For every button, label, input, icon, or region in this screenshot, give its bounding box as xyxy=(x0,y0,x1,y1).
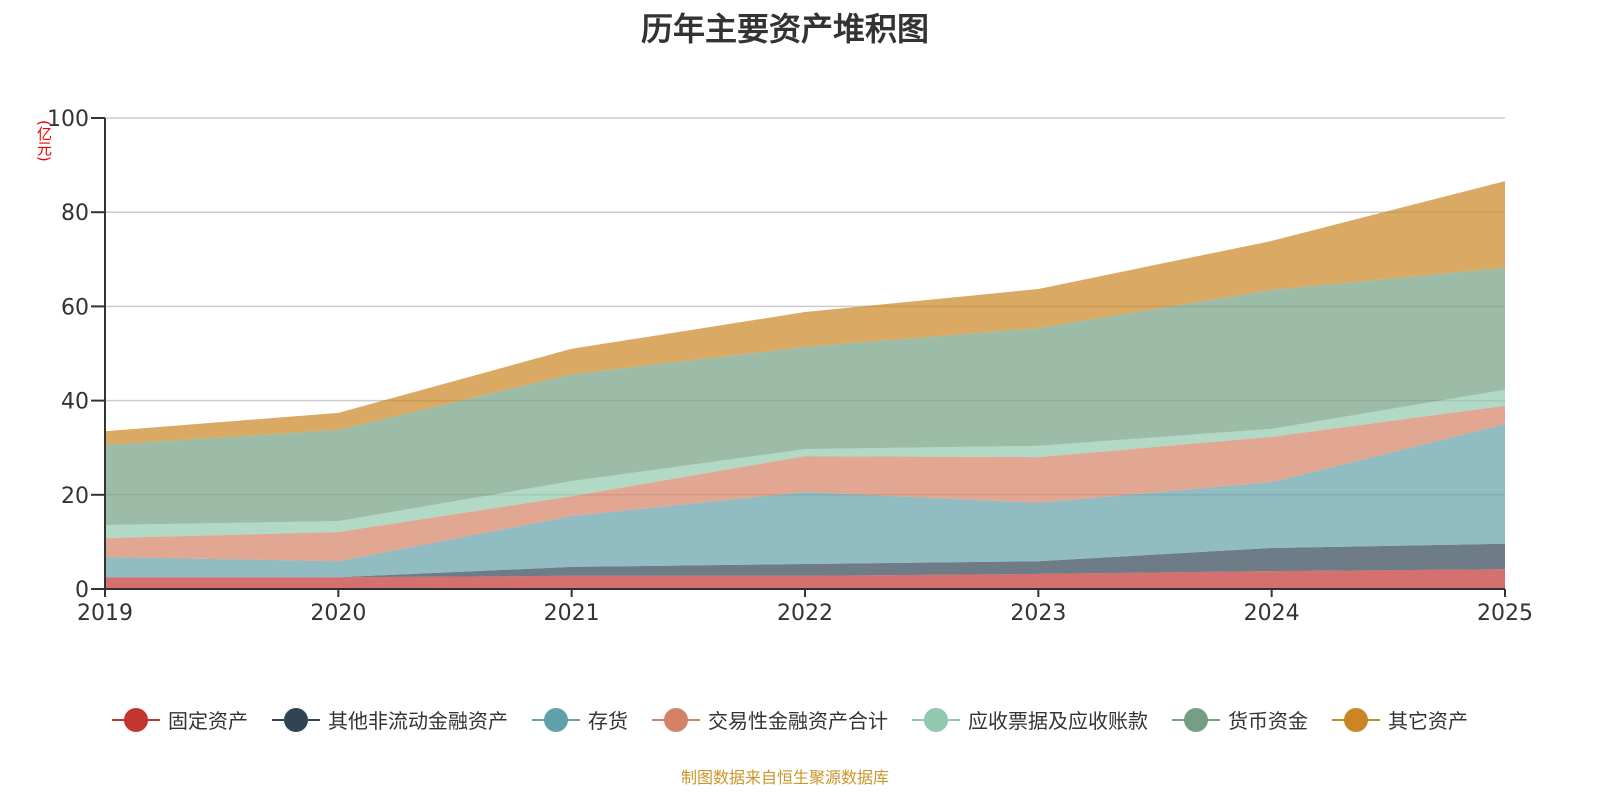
area-应收票据及应收账款 xyxy=(105,389,1505,539)
legend-label: 交易性金融资产合计 xyxy=(708,709,888,733)
legend-item[interactable]: 交易性金融资产合计 xyxy=(652,705,888,734)
legend-marker-icon xyxy=(1332,707,1380,732)
legend-label: 其它资产 xyxy=(1388,709,1468,733)
legend-marker-icon xyxy=(652,707,700,732)
legend: 固定资产 其他非流动金融资产 存货 交易性金融资产合计 应收票据及应收账款 货币资金 其它资… xyxy=(0,705,1580,734)
area-其它资产 xyxy=(105,181,1505,445)
legend-marker-icon xyxy=(912,707,960,732)
area-交易性金融资产合计 xyxy=(105,405,1505,562)
legend-label: 存货 xyxy=(588,709,628,733)
x-tick-label: 2021 xyxy=(544,601,600,626)
source-note: 制图数据来自恒生聚源数据库 xyxy=(680,768,889,787)
legend-item[interactable]: 货币资金 xyxy=(1172,705,1308,734)
legend-marker-icon xyxy=(112,707,160,732)
x-tick-label: 2025 xyxy=(1477,601,1533,626)
legend-item[interactable]: 应收票据及应收账款 xyxy=(912,705,1148,734)
legend-item[interactable]: 固定资产 xyxy=(112,705,248,734)
area-货币资金 xyxy=(105,267,1505,525)
y-tick-label: 80 xyxy=(61,201,89,226)
x-tick-label: 2023 xyxy=(1010,601,1066,626)
area-固定资产 xyxy=(105,569,1505,589)
legend-marker-icon xyxy=(1172,707,1220,732)
area-存货 xyxy=(105,424,1505,578)
y-tick-label: 0 xyxy=(75,578,89,603)
legend-label: 固定资产 xyxy=(168,709,248,733)
x-tick-label: 2022 xyxy=(777,601,833,626)
legend-label: 其他非流动金融资产 xyxy=(328,709,508,733)
stacked-area-chart: 0 20 40 60 80 100 2019 2020 2021 2022 2023 2024 2025 xyxy=(47,107,1533,626)
y-tick-label: 40 xyxy=(61,390,89,415)
x-tick-label: 2024 xyxy=(1244,601,1300,626)
legend-label: 应收票据及应收账款 xyxy=(968,709,1148,733)
legend-item[interactable]: 存货 xyxy=(532,705,628,734)
y-tick-label: 100 xyxy=(47,107,89,132)
legend-marker-icon xyxy=(532,707,580,732)
y-axis-unit: (亿元) xyxy=(35,120,53,162)
x-tick-label: 2020 xyxy=(310,601,366,626)
legend-label: 货币资金 xyxy=(1228,709,1308,733)
x-tick-label: 2019 xyxy=(77,601,133,626)
y-tick-label: 60 xyxy=(61,295,89,320)
legend-item[interactable]: 其他非流动金融资产 xyxy=(272,705,508,734)
chart-title: 历年主要资产堆积图 xyxy=(640,10,929,48)
legend-item[interactable]: 其它资产 xyxy=(1332,705,1468,734)
legend-marker-icon xyxy=(272,707,320,732)
y-tick-label: 20 xyxy=(61,484,89,509)
area-其他非流动金融资产 xyxy=(105,543,1505,578)
